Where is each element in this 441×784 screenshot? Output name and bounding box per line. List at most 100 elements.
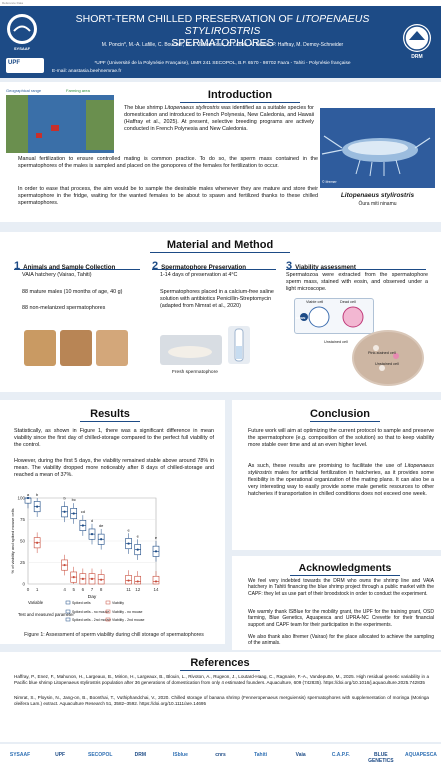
box-mean-point — [127, 542, 130, 545]
title-line1-italic: LITOPENAEUS STYLIROSTRIS — [184, 13, 370, 37]
affiliation: *UPF (Université de la Polynésie Françai… — [94, 61, 351, 66]
spermatophore-photo — [160, 335, 222, 365]
significance-letter: d — [91, 518, 93, 523]
intro-p1-post: was identified as a suitable species for… — [124, 105, 314, 132]
box-body — [152, 575, 160, 585]
box-mean-point — [63, 510, 66, 513]
results-paragraph-1: Statistically, as shown in Figure 1, the… — [14, 428, 214, 448]
x-tick-label: 1 — [36, 587, 39, 592]
box-mean-point — [136, 580, 139, 583]
results-paragraph-2: However, during the first 5 days, the vi… — [14, 458, 214, 478]
references-underline — [180, 670, 260, 671]
box-mean-point — [81, 524, 84, 527]
fresh-spermatophore-label: Fresh spermatophore — [172, 370, 218, 375]
reference-tag: Reference Data — [2, 1, 24, 5]
step-number-1: 1 — [14, 260, 21, 272]
x-tick-label: 11 — [126, 587, 131, 592]
box-mean-point — [63, 563, 66, 567]
conclusion-panel — [232, 400, 441, 550]
acknowledgments-heading: Acknowledgments — [298, 562, 392, 574]
footer-logo: cnrs — [215, 752, 226, 758]
significance-letter: b — [36, 492, 39, 497]
x-tick-label: 0 — [27, 587, 30, 592]
footer-logo: SYSAAF — [9, 752, 31, 758]
significance-letter: a — [27, 492, 30, 497]
box-mean-point — [36, 505, 39, 508]
intro-paragraph-1: The blue shrimp Litopenaeus stylirostris… — [124, 105, 314, 133]
y-tick-label: 75 — [20, 517, 26, 522]
y-tick-label: 25 — [20, 560, 26, 565]
tube-illustration — [234, 328, 244, 362]
intro-p1-pre: The blue shrimp — [124, 105, 165, 111]
introduction-heading: Introduction — [207, 89, 273, 101]
legend-item: Spiked cells - 2nd mouse — [72, 618, 111, 622]
poster-title: SHORT-TERM CHILLED PRESERVATION OF LITOP… — [50, 13, 395, 49]
acknowledgments-panel — [232, 556, 441, 650]
significance-letter: e — [137, 533, 140, 538]
col3-text: Spermatozoa were extracted from the sper… — [286, 272, 428, 292]
col1-item-3: 88 non-melanized spermatophores — [22, 305, 106, 311]
significance-letter: e — [127, 527, 130, 532]
staining-diagram — [294, 298, 374, 334]
box-mean-point — [26, 496, 30, 500]
x-tick-label: 4 — [63, 587, 66, 592]
step-number-2: 2 — [152, 260, 159, 272]
legend-title-variable: Variable — [28, 600, 44, 605]
legend-swatch — [105, 600, 111, 605]
box-mean-point — [81, 577, 84, 580]
y-axis-label: % of viability and spiked mouse cells — [10, 509, 15, 574]
col1-item-1: VAIA hatchery (Vairao, Tahiti) — [22, 272, 92, 278]
step-title-2: Spermatophore Preservation — [161, 264, 247, 271]
sample-photo-3 — [96, 330, 128, 366]
y-tick-label: 0 — [22, 582, 25, 587]
shrimp-caption-species: Litopenaeus stylirostris — [340, 192, 415, 199]
figure-caption: Figure 1: Assessment of sperm viability … — [24, 632, 204, 638]
x-axis-label: Day — [88, 594, 97, 600]
tube-photo — [228, 326, 250, 364]
drm-logo-text: DRM — [411, 54, 423, 60]
shrimp-photo — [320, 108, 435, 188]
y-tick-label: 100 — [17, 496, 25, 501]
legend-item: Spiked cells — [72, 601, 91, 605]
significance-letter: b — [63, 495, 66, 500]
unstained-cell-label-1: Unstained cell — [324, 340, 348, 344]
footer-logo: C.A.P.F. — [331, 752, 350, 758]
footer-logo: AQUAPESCA — [404, 752, 437, 758]
legend-item: Viability - 2nd mouse — [112, 618, 144, 622]
conclusion-paragraph-1: Future work will aim at optimizing the c… — [248, 428, 434, 448]
sample-photo-2 — [60, 330, 92, 366]
conclusion-heading: Conclusion — [310, 408, 370, 420]
legend-item: Viability — [112, 601, 124, 605]
ack-paragraph-2: We warmly thank ISBlue for the mobility … — [248, 609, 434, 628]
microscope-image — [352, 330, 424, 386]
legend-item: Spiked cells - no mouse — [72, 610, 109, 614]
map-marker-caledonia — [36, 133, 42, 138]
significance-letter: de — [99, 523, 104, 528]
results-heading: Results — [90, 408, 130, 420]
x-tick-label: 14 — [153, 587, 159, 592]
significance-letter: bc — [72, 497, 76, 502]
footer-logo: UPF — [55, 752, 66, 758]
legend-swatch — [65, 600, 71, 605]
intro-p1-species: Litopenaeus stylirostris — [164, 105, 220, 111]
box-mean-point — [136, 548, 139, 551]
box-mean-point — [90, 577, 94, 580]
distribution-map — [6, 95, 114, 153]
upf-logo-text: UPF — [8, 60, 20, 66]
dead-cell-label: Dead cell — [340, 300, 356, 304]
unstained-cell-label-2: Unstained cell — [375, 362, 399, 366]
col2-item-2: Spermatophores placed in a calcium-free … — [160, 289, 274, 309]
title-line2: SPERMATOPHORES — [171, 37, 274, 49]
ack-paragraph-3: We also thank also Ifremer (Vairao) for … — [248, 634, 434, 647]
drm-logo — [403, 24, 431, 52]
results-underline — [80, 421, 140, 422]
pink-stained-cell-label: Pink-stained cell — [368, 351, 396, 355]
footer-logo: BLUE GENETICS — [368, 752, 394, 764]
box-body — [134, 575, 142, 585]
col1-underline — [14, 269, 140, 270]
x-tick-label: 12 — [135, 587, 141, 592]
method-col-3: 3 Viability assessment — [286, 256, 436, 274]
conclusion-p2-post: males for artificial fertilization in ha… — [248, 470, 434, 497]
x-tick-label: 5 — [72, 587, 75, 592]
